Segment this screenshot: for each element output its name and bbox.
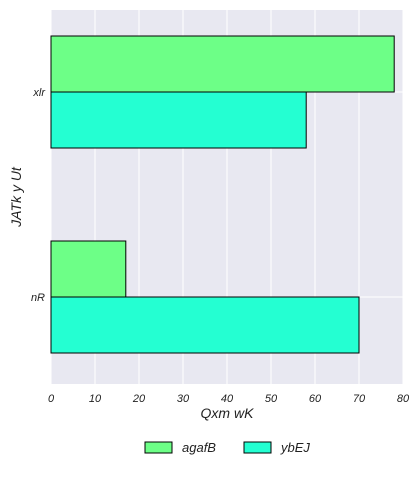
bar-ybEJ-xlr: [50, 91, 307, 149]
x-tick-label: 0: [48, 393, 55, 405]
legend-swatch-agafB: [144, 441, 173, 454]
x-tick-label: 50: [265, 393, 278, 405]
x-tick-label: 60: [309, 393, 322, 405]
bar-agafB-nR: [50, 240, 127, 298]
bar-agafB-xlr: [50, 35, 395, 93]
legend-label-agafB: agafB: [182, 440, 216, 455]
y-axis-title: JATk y Ut: [8, 166, 24, 228]
x-tick-label: 10: [89, 393, 102, 405]
legend: agafB ybEJ: [144, 440, 310, 455]
y-tick-label: nR: [31, 292, 45, 304]
x-tick-label: 80: [397, 393, 410, 405]
legend-swatch-ybEJ: [243, 441, 272, 454]
x-axis-title: Qxm wK: [201, 405, 255, 421]
x-tick-label: 40: [221, 393, 234, 405]
bar-ybEJ-nR: [50, 296, 360, 354]
y-tick-label: xlr: [32, 87, 46, 99]
bars: [50, 35, 395, 354]
x-tick-label: 20: [132, 393, 146, 405]
x-axis-ticks: 0 10 20 30 40 50 60 70 80: [48, 393, 410, 405]
x-tick-label: 30: [177, 393, 190, 405]
x-tick-label: 70: [353, 393, 366, 405]
legend-label-ybEJ: ybEJ: [280, 440, 310, 455]
y-axis-ticks: nR xlr: [31, 87, 46, 304]
